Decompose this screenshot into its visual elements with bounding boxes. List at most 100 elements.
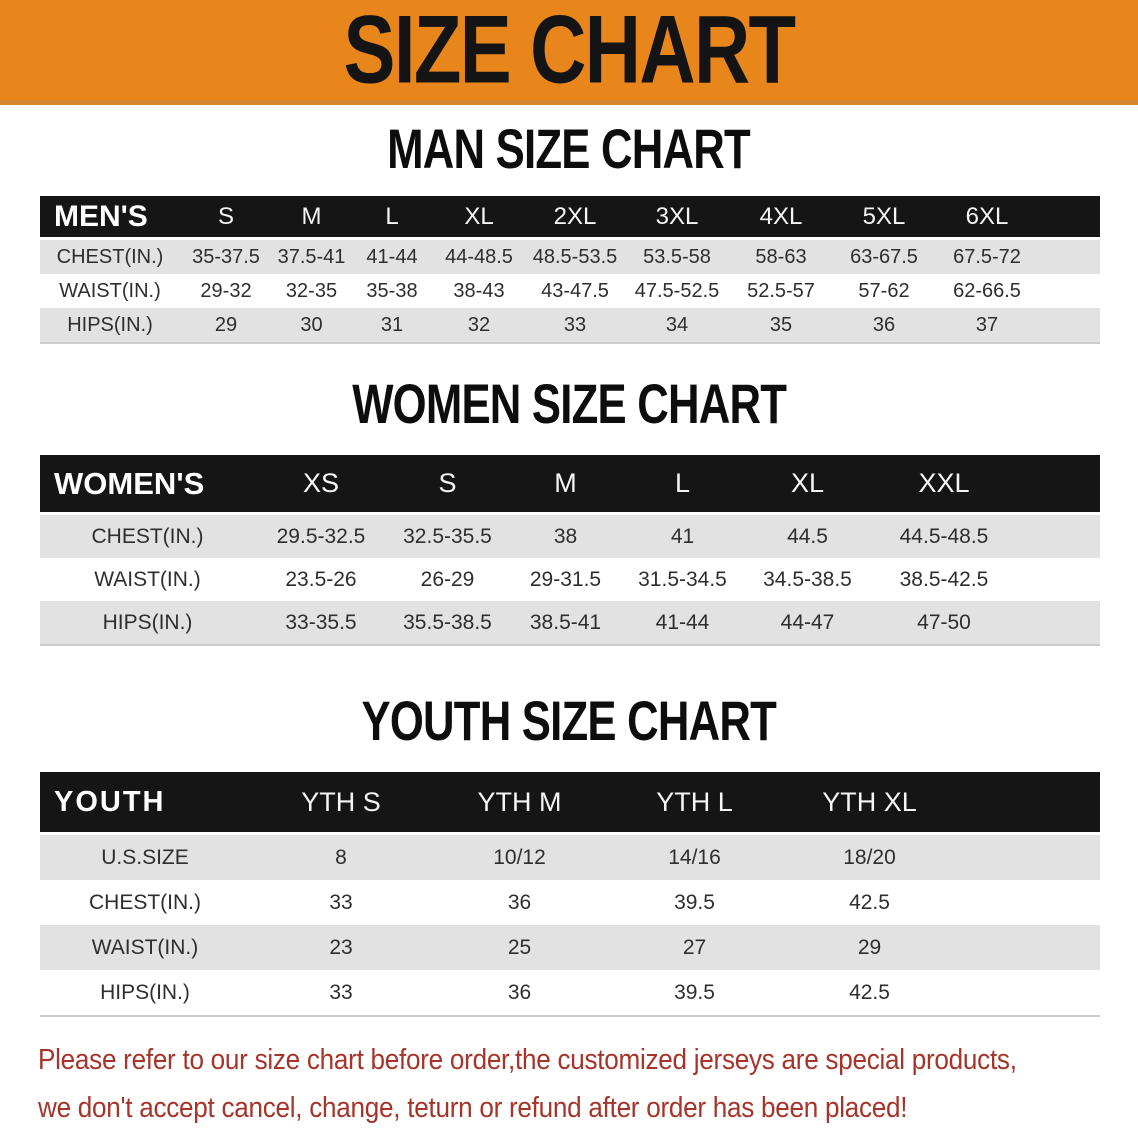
size-value-cell: 31.5-34.5 [638,567,727,591]
row-label: HIPS(IN.) [40,970,250,1017]
size-value-cell: 67.5-72 [953,245,1021,268]
size-value-cell: 47.5-52.5 [634,279,720,302]
size-col-header: XL [742,455,873,515]
youth-header-row: YOUTH YTH S YTH M YTH L YTH XL [40,772,1100,835]
row-label: CHEST(IN.) [89,890,201,914]
size-value-cell: 32-35 [285,279,338,302]
size-value-cell: 33 [250,970,432,1017]
size-value-cell: 57-62 [858,279,910,302]
size-value-cell: 26-29 [420,567,475,591]
size-col-header: XL [433,196,525,240]
size-value-cell: 35 [729,308,833,344]
size-value-cell: 37 [935,308,1039,344]
table-row: HIPS(IN.) 33-35.5 35.5-38.5 38.5-41 41-4… [40,601,1100,646]
spacer-cell [957,834,1100,881]
row-label: HIPS(IN.) [40,601,255,646]
spacer-cell [957,880,1100,925]
size-col-header: 6XL [935,196,1039,240]
men-size-table: MEN'S S M L XL 2XL 3XL 4XL 5XL 6XL CHEST… [40,196,1100,344]
table-row: CHEST(IN.) 33 36 39.5 42.5 [40,880,1100,925]
size-value-cell: 38 [553,524,578,548]
size-value-cell: 33-35.5 [255,601,387,646]
size-value-cell: 35-37.5 [192,245,260,268]
size-col-header: L [623,455,742,515]
size-value-cell: 44-47 [742,601,873,646]
size-col-header: XS [255,455,387,515]
size-value-cell: 38-43 [453,279,505,302]
spacer-cell [1015,455,1100,515]
size-value-cell: 36 [833,308,935,344]
row-label: CHEST(IN.) [91,524,204,548]
table-row: U.S.SIZE 8 10/12 14/16 18/20 [40,833,1100,881]
table-row: WAIST(IN.) 23 25 27 29 [40,925,1100,970]
size-value-cell: 63-67.5 [850,245,918,268]
size-value-cell: 62-66.5 [953,279,1021,302]
size-value-cell: 33 [329,890,353,914]
spacer-cell [957,970,1100,1017]
table-row: CHEST(IN.) 29.5-32.5 32.5-35.5 38 41 44.… [40,513,1100,558]
size-col-header: YTH L [607,772,782,835]
size-chart-banner: SIZE CHART [0,0,1138,105]
size-col-header: 2XL [525,196,625,240]
size-value-cell: 10/12 [493,845,546,869]
size-value-cell: 53.5-58 [643,245,711,268]
size-col-header: 5XL [833,196,935,240]
size-value-cell: 44.5 [787,524,828,548]
size-value-cell: 30 [272,308,351,344]
size-col-header: YTH M [432,772,607,835]
men-section-heading-text: MAN SIZE CHART [387,117,752,180]
size-value-cell: 41-44 [623,601,742,646]
size-value-cell: 23.5-26 [285,567,357,591]
size-col-header: YTH S [250,772,432,835]
size-value-cell: 44-48.5 [445,245,513,268]
size-col-header: S [180,196,272,240]
size-value-cell: 35-38 [366,279,418,302]
size-value-cell: 47-50 [873,601,1015,646]
row-label: CHEST(IN.) [56,245,164,268]
size-value-cell: 37.5-41 [277,245,346,268]
youth-section-heading: YOUTH SIZE CHART [0,689,1138,759]
spacer-cell [957,925,1100,970]
spacer-cell [957,772,1100,835]
banner-title: SIZE CHART [343,0,797,104]
size-value-cell: 38.5-42.5 [899,567,989,591]
size-value-cell: 29-32 [200,279,252,302]
size-value-cell: 44.5-48.5 [899,524,989,548]
women-corner-label: WOMEN'S [40,455,255,515]
row-label: HIPS(IN.) [40,308,180,344]
men-corner-label: MEN'S [40,196,180,240]
spacer-cell [1015,558,1100,601]
size-value-cell: 27 [682,935,707,959]
size-value-cell: 48.5-53.5 [532,245,618,268]
size-value-cell: 39.5 [607,970,782,1017]
disclaimer-line-1: Please refer to our size chart before or… [38,1044,1017,1076]
size-col-header: M [508,455,623,515]
women-section-heading-text: WOMEN SIZE CHART [351,372,787,435]
size-value-cell: 18/20 [843,845,896,869]
size-value-cell: 32.5-35.5 [403,524,492,548]
table-row: HIPS(IN.) 33 36 39.5 42.5 [40,970,1100,1017]
size-value-cell: 43-47.5 [541,279,609,302]
size-value-cell: 29-31.5 [529,567,602,591]
youth-corner-label: YOUTH [40,772,250,835]
youth-size-table: YOUTH YTH S YTH M YTH L YTH XL U.S.SIZE … [40,772,1100,1017]
spacer-cell [1039,196,1100,240]
size-col-header: YTH XL [782,772,957,835]
women-header-row: WOMEN'S XS S M L XL XXL [40,455,1100,515]
size-value-cell: 29 [180,308,272,344]
youth-section-heading-text: YOUTH SIZE CHART [361,689,777,752]
size-value-cell: 34 [625,308,729,344]
size-value-cell: 32 [433,308,525,344]
size-value-cell: 38.5-41 [508,601,623,646]
men-section-heading: MAN SIZE CHART [0,117,1138,187]
size-value-cell: 33 [525,308,625,344]
row-label: U.S.SIZE [101,845,189,869]
size-col-header: S [387,455,508,515]
row-label: WAIST(IN.) [91,935,199,959]
size-value-cell: 42.5 [849,890,890,914]
table-row: WAIST(IN.) 23.5-26 26-29 29-31.5 31.5-34… [40,558,1100,601]
size-value-cell: 41 [670,524,695,548]
row-label: WAIST(IN.) [94,567,201,591]
size-value-cell: 34.5-38.5 [763,567,852,591]
men-header-row: MEN'S S M L XL 2XL 3XL 4XL 5XL 6XL [40,196,1100,240]
